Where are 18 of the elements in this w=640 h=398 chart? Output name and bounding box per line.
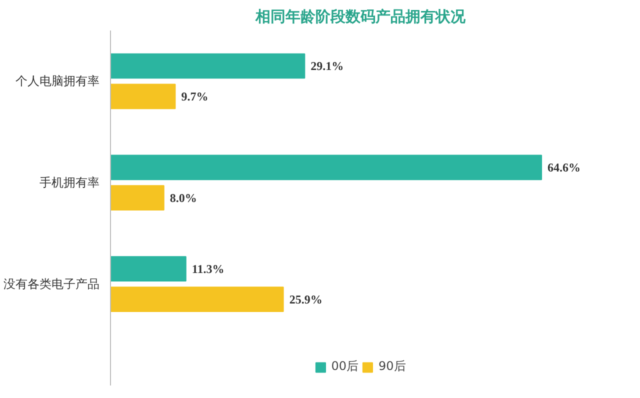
data-label: 25.9% [289, 292, 322, 306]
legend-label: 00后 [331, 358, 358, 375]
data-label: 29.1% [310, 59, 344, 73]
bar [110, 53, 306, 79]
y-tick-label: 个人电脑拥有率 [16, 74, 100, 88]
chart-title: 相同年龄阶段数码产品拥有状况 [254, 8, 466, 26]
bar [110, 154, 542, 180]
data-label: 64.6% [548, 160, 581, 174]
data-label: 9.7% [181, 89, 208, 104]
data-label: 11.3% [192, 262, 224, 276]
data-label: 8.0% [170, 190, 197, 205]
legend-label: 90后 [378, 358, 406, 375]
y-tick-label: 没有各类电子产品 [4, 277, 100, 292]
bar [110, 256, 186, 282]
bar [110, 185, 164, 211]
y-tick-label: 手机拥有率 [40, 176, 100, 190]
bar [110, 84, 176, 110]
bar [110, 286, 284, 312]
